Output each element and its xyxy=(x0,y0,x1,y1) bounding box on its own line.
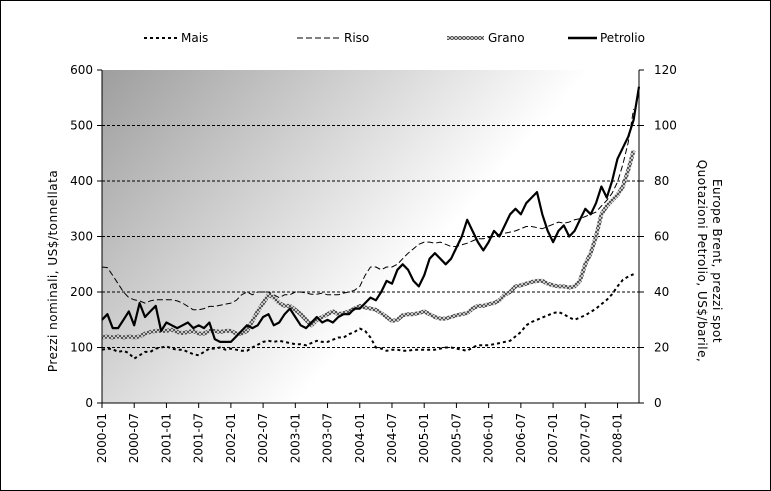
y-axis-right-ticks: 0 20 40 60 80 100 120 xyxy=(639,63,677,410)
x-tick-label: 2007-01 xyxy=(546,413,560,463)
x-tick-label: 2004-01 xyxy=(353,413,367,463)
y-right-tick-label: 120 xyxy=(654,63,677,77)
legend-label-mais: Mais xyxy=(181,31,208,45)
y-axis-left-ticks: 0 100 200 300 400 500 600 xyxy=(70,63,102,410)
x-tick-label: 2003-07 xyxy=(321,413,335,463)
y-right-tick-label: 40 xyxy=(654,285,669,299)
x-tick-label: 2001-07 xyxy=(192,413,206,463)
y-right-tick-label: 20 xyxy=(654,341,669,355)
series-line-riso xyxy=(101,108,635,311)
series-line-petrolio xyxy=(101,86,641,343)
y-left-tick-label: 0 xyxy=(85,396,93,410)
x-tick-label: 2007-07 xyxy=(578,413,592,463)
legend-label-riso: Riso xyxy=(344,31,369,45)
y-left-tick-label: 500 xyxy=(70,119,93,133)
series-line-mais xyxy=(101,273,634,360)
x-tick-label: 2005-07 xyxy=(449,413,463,463)
x-tick-label: 2004-07 xyxy=(385,413,399,463)
x-tick-label: 2003-01 xyxy=(288,413,302,463)
x-tick-label: 2006-07 xyxy=(514,413,528,463)
y-axis-right-title-line1: Quotazioni Petrolio, US$/barile, xyxy=(695,160,709,363)
series-lines xyxy=(101,86,641,360)
y-axis-right-title-line2: Europe Brent, prezzi spot xyxy=(710,179,724,343)
x-tick-label: 2002-07 xyxy=(256,413,270,463)
x-tick-label: 2001-01 xyxy=(159,413,173,463)
x-tick-label: 2000-01 xyxy=(95,413,109,463)
y-right-tick-label: 80 xyxy=(654,174,669,188)
y-right-tick-label: 0 xyxy=(654,396,662,410)
x-tick-label: 2000-07 xyxy=(127,413,141,463)
y-right-tick-label: 100 xyxy=(654,119,677,133)
y-axis-left-title: Prezzi nominali, US$/tonnellata xyxy=(46,170,60,372)
y-left-tick-label: 100 xyxy=(70,341,93,355)
y-left-tick-label: 200 xyxy=(70,285,93,299)
legend-label-grano: Grano xyxy=(488,31,525,45)
y-left-tick-label: 300 xyxy=(70,230,93,244)
legend: Mais Riso Grano Petrolio xyxy=(144,31,645,45)
x-tick-label: 2005-01 xyxy=(417,413,431,463)
legend-label-petrolio: Petrolio xyxy=(600,31,645,45)
x-axis-ticks: 2000-01 2000-07 2001-01 2001-07 2002-01 2002-… xyxy=(95,403,625,463)
x-tick-label: 2002-01 xyxy=(224,413,238,463)
series-line-grano xyxy=(101,149,636,340)
y-left-tick-label: 400 xyxy=(70,174,93,188)
y-left-tick-label: 600 xyxy=(70,63,93,77)
x-tick-label: 2006-01 xyxy=(482,413,496,463)
y-right-tick-label: 60 xyxy=(654,230,669,244)
x-tick-label: 2008-01 xyxy=(611,413,625,463)
